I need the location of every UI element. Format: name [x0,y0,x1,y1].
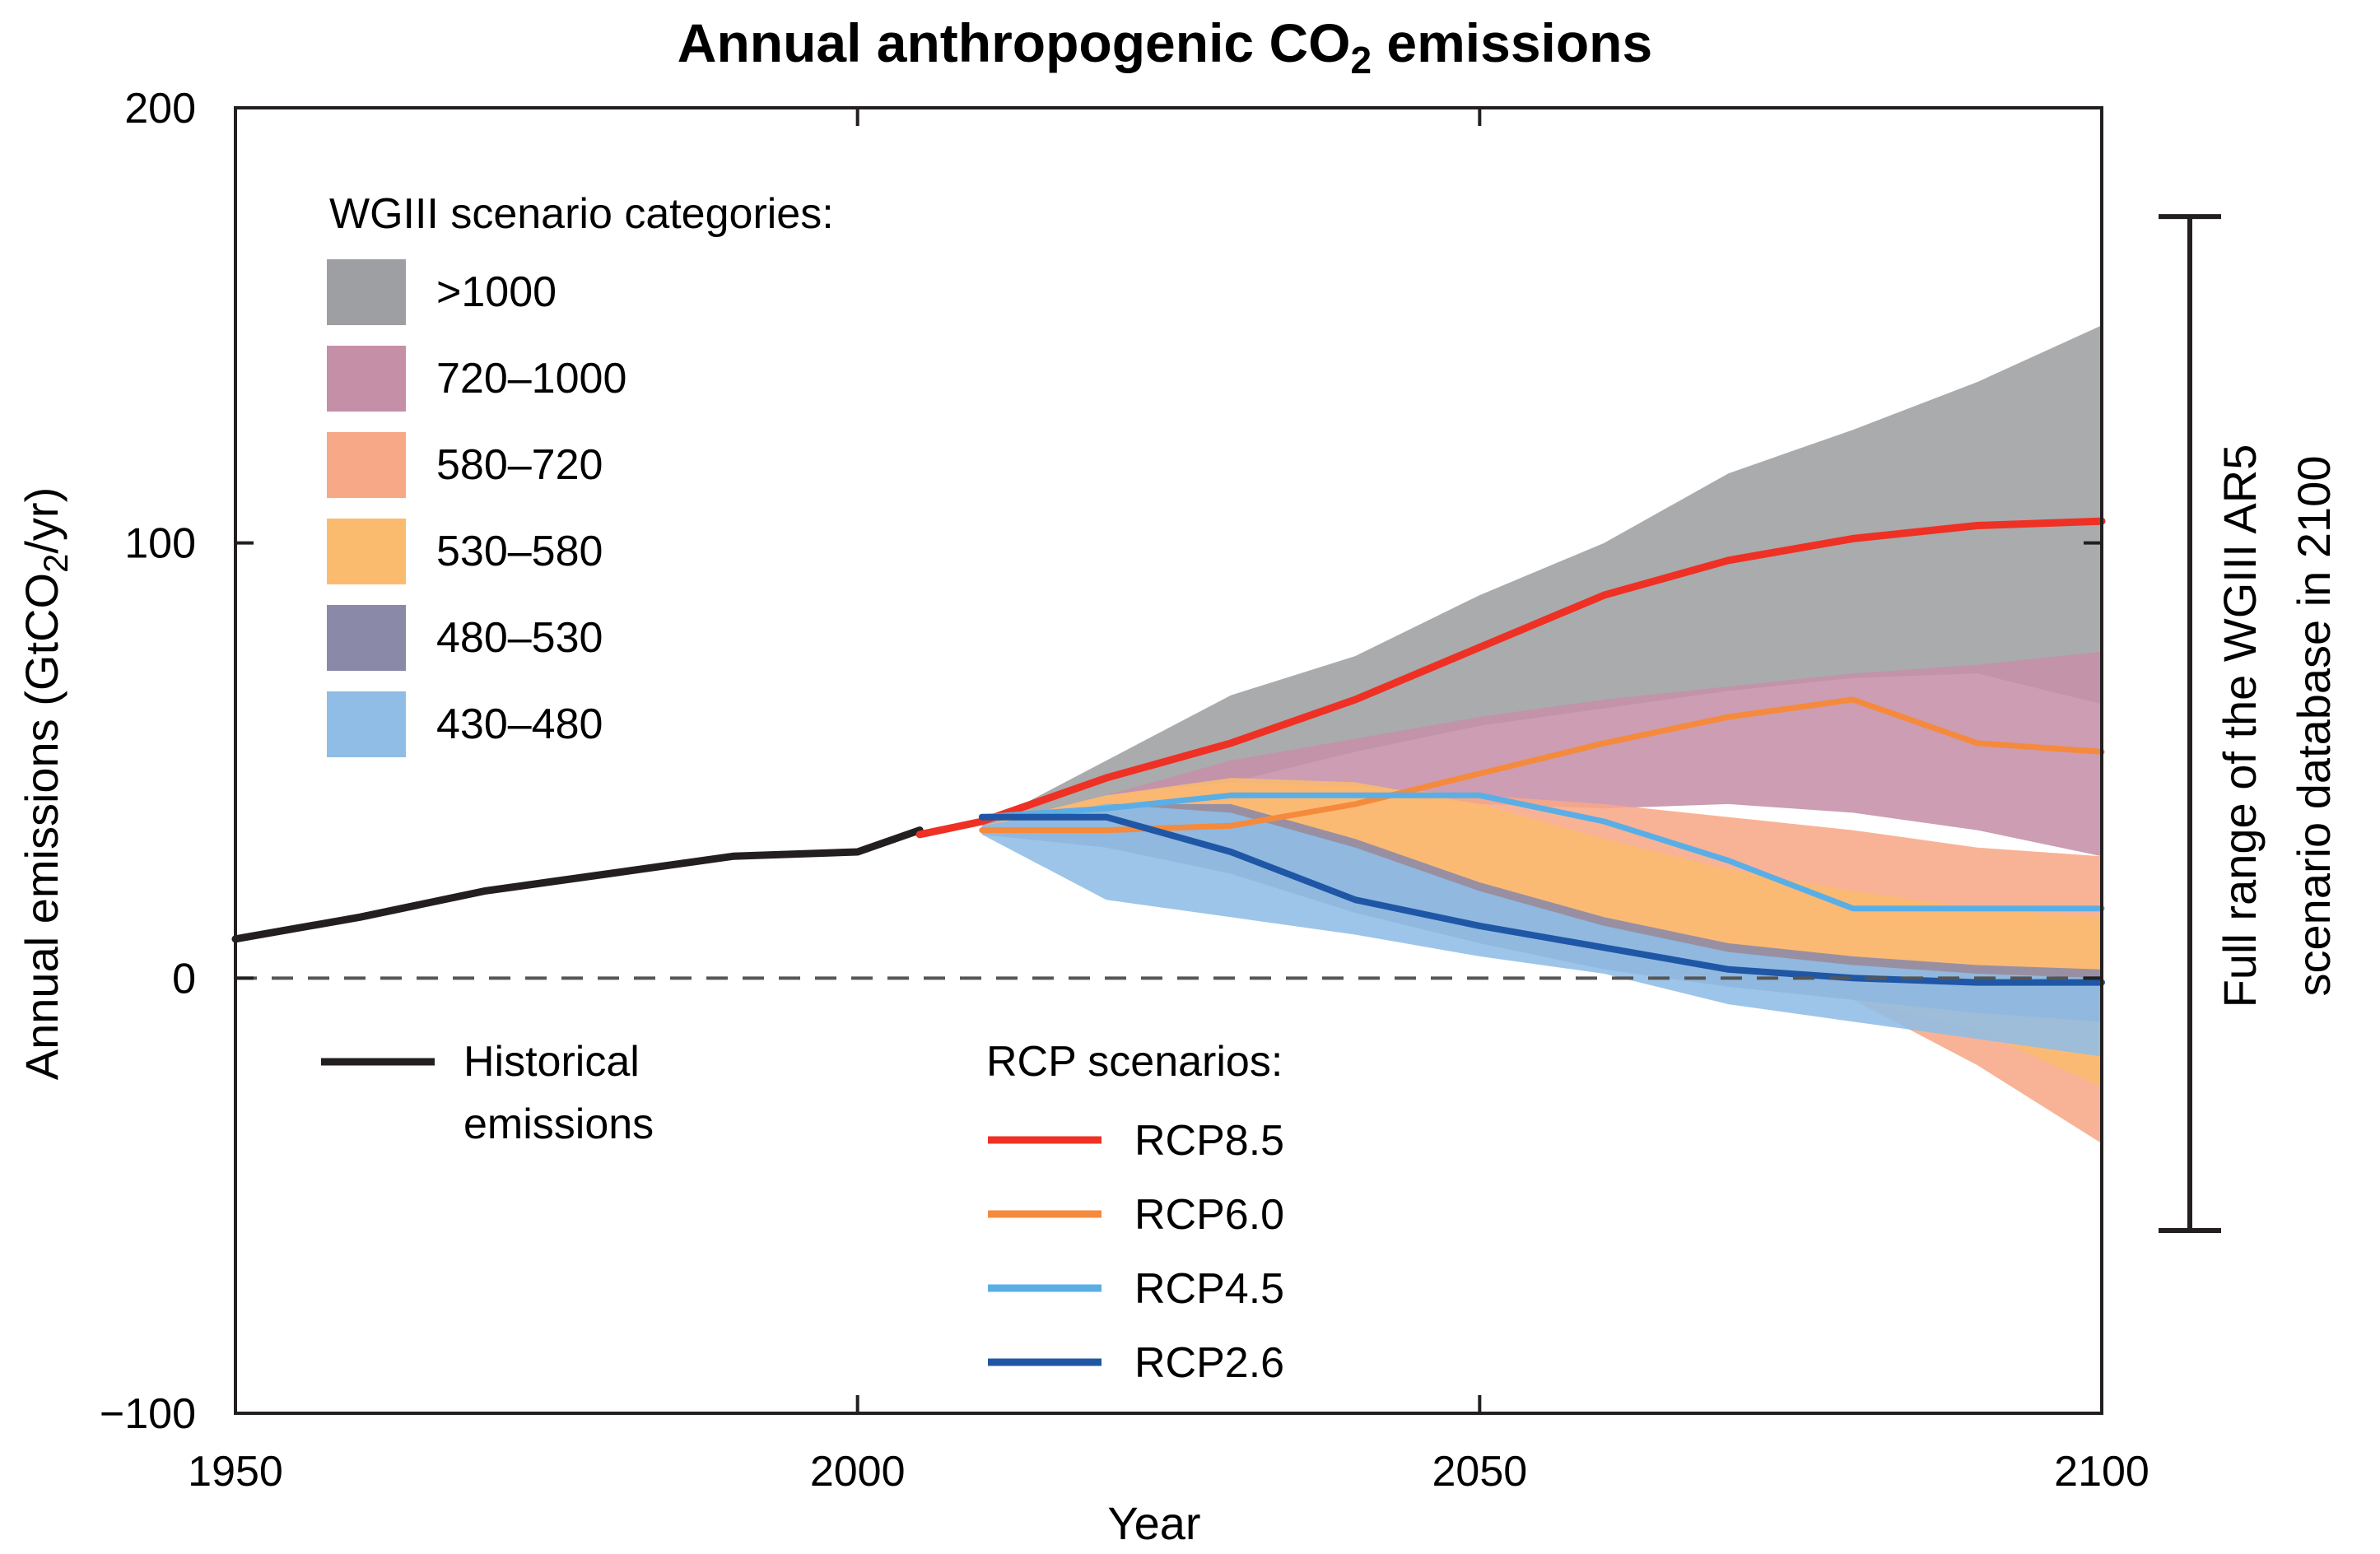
category-swatch-5 [327,691,406,757]
x-tick-label-2050: 2050 [1432,1448,1527,1496]
series-lines [231,517,2106,986]
x-tick-label-2100: 2100 [2054,1448,2149,1496]
category-label-1: 720–1000 [436,355,626,402]
historical-legend: Historical emissions [321,1038,654,1148]
y-axis-title: Annual emissions (GtCO2/yr) [16,487,75,1080]
category-label-0: >1000 [436,268,557,316]
range-bar-label-1: Full range of the WGIII AR5 [2214,444,2266,1008]
series-line-historical [231,826,924,943]
plot-frame [234,106,2103,1415]
ylabel-subscript: 2 [36,554,75,573]
range-bar-label-2: scenario database in 2100 [2288,456,2340,997]
rcp-label-rcp60: RCP6.0 [1134,1191,1284,1239]
band-2 [981,782,2102,1144]
category-label-3: 530–580 [436,528,603,575]
y-tick-label-200: 200 [124,85,196,133]
rcp-label-rcp26: RCP2.6 [1134,1339,1284,1387]
historical-legend-label-2: emissions [463,1100,654,1148]
category-swatch-3 [327,519,406,584]
x-tick-label-1950: 1950 [188,1448,283,1496]
historical-legend-label-1: Historical [463,1038,640,1086]
title-subscript: 2 [1350,39,1372,81]
series-line-rcp2-6 [978,813,2105,986]
y-tick-label-100: 100 [124,520,196,568]
category-swatch-4 [327,605,406,671]
category-label-4: 480–530 [436,614,603,662]
chart-title: Annual anthropogenic CO2 emissions [678,12,1652,81]
full-range-bar [2159,214,2221,1233]
category-swatch-1 [327,346,406,412]
scenario-bands [981,325,2102,1144]
rcp-legend-title: RCP scenarios: [986,1038,1283,1086]
y-tick-label--100: −100 [100,1390,196,1438]
category-swatch-2 [327,432,406,498]
series-line-rcp6-0 [979,696,2105,834]
category-legend: WGIII scenario categories: >1000 720–1000… [327,190,834,757]
category-label-2: 580–720 [436,441,603,489]
y-axis: −100 0 100 200 [100,85,2102,1438]
x-axis-title: Year [1107,1497,1200,1549]
rcp-legend: RCP scenarios: RCP8.5 RCP6.0 RCP4.5 RCP2.6 [986,1038,1284,1387]
rcp-label-rcp85: RCP8.5 [1134,1117,1284,1165]
x-tick-label-2000: 2000 [810,1448,906,1496]
band-0 [981,325,2102,826]
series-line-rcp4-5 [979,792,2105,912]
x-axis: 1950 2000 2050 2100 [188,108,2149,1496]
series-line-rcp8-5 [915,517,2106,839]
category-legend-title: WGIII scenario categories: [329,190,834,238]
category-swatch-0 [327,259,406,325]
rcp-label-rcp45: RCP4.5 [1134,1265,1284,1313]
category-label-5: 430–480 [436,700,603,748]
y-tick-label-0: 0 [172,955,196,1003]
